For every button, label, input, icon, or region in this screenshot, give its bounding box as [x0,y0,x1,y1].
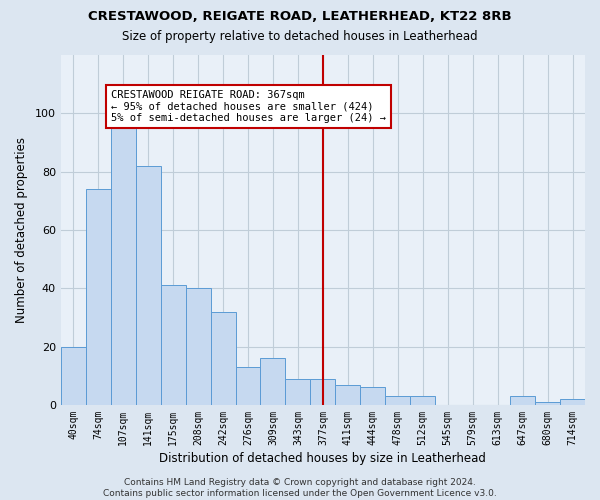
Bar [185,288,211,405]
Bar [286,378,310,405]
Bar [161,286,185,405]
Bar [136,166,161,405]
Text: Size of property relative to detached houses in Leatherhead: Size of property relative to detached ho… [122,30,478,43]
Text: CRESTAWOOD, REIGATE ROAD, LEATHERHEAD, KT22 8RB: CRESTAWOOD, REIGATE ROAD, LEATHERHEAD, K… [88,10,512,23]
Bar [260,358,286,405]
Bar [211,312,236,405]
Bar [510,396,535,405]
Text: Contains HM Land Registry data © Crown copyright and database right 2024.
Contai: Contains HM Land Registry data © Crown c… [103,478,497,498]
Text: CRESTAWOOD REIGATE ROAD: 367sqm
← 95% of detached houses are smaller (424)
5% of: CRESTAWOOD REIGATE ROAD: 367sqm ← 95% of… [111,90,386,123]
Bar [385,396,410,405]
X-axis label: Distribution of detached houses by size in Leatherhead: Distribution of detached houses by size … [160,452,487,465]
Bar [86,189,111,405]
Bar [560,399,585,405]
Bar [361,388,385,405]
Bar [236,367,260,405]
Bar [310,378,335,405]
Y-axis label: Number of detached properties: Number of detached properties [15,137,28,323]
Bar [535,402,560,405]
Bar [410,396,435,405]
Bar [335,384,361,405]
Bar [111,114,136,405]
Bar [61,346,86,405]
